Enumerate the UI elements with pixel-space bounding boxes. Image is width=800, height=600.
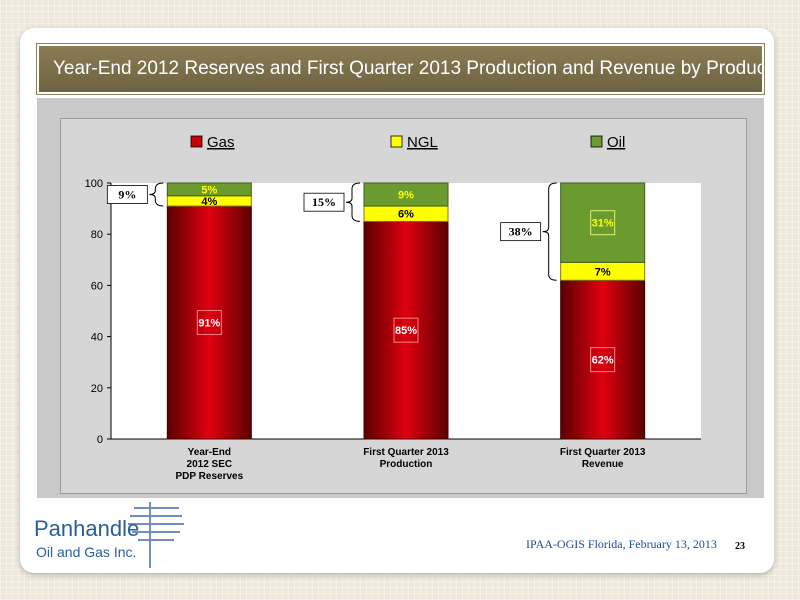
- legend-swatch-ngl: [390, 135, 403, 148]
- company-logo: Panhandle Oil and Gas Inc.: [34, 500, 234, 572]
- value-label-gas-3: 62%: [592, 355, 614, 367]
- value-label-ngl-3: 7%: [595, 266, 611, 278]
- bar-oil-3: [560, 182, 646, 263]
- bar-gas-3: [560, 279, 646, 440]
- y-tick-label: 60: [91, 280, 103, 292]
- legend-swatch-oil: [590, 135, 603, 148]
- brace-label: 38%: [509, 225, 533, 239]
- category-label: Production: [380, 459, 433, 470]
- brace-icon: [345, 182, 361, 222]
- category-label: First Quarter 2013: [560, 447, 646, 458]
- brace-label-box: [500, 222, 542, 242]
- y-tick-label: 0: [97, 434, 103, 446]
- bar-oil-1: [166, 182, 252, 197]
- value-label-gas-1: 91%: [198, 318, 220, 330]
- slide-title: Year-End 2012 Reserves and First Quarter…: [53, 58, 772, 79]
- footer-text: IPAA-OGIS Florida, February 13, 2013: [526, 537, 717, 551]
- category-label: 2012 SEC: [187, 459, 233, 470]
- value-label-oil-1: 5%: [201, 184, 217, 196]
- value-label-oil-2: 9%: [398, 190, 414, 202]
- category-label: Year-End: [188, 447, 231, 458]
- category-label: PDP Reserves: [176, 471, 244, 482]
- y-tick-label: 100: [85, 178, 103, 190]
- legend-label-ngl: NGL: [407, 134, 438, 151]
- value-label-oil-3: 31%: [592, 218, 614, 230]
- legend-swatch-gas: [190, 135, 203, 148]
- brace-icon: [542, 182, 557, 281]
- chart-area: 0 20 40 60 80 100 91% 4% 5% Year-End 2012 SEC PDP R…: [60, 118, 747, 494]
- bar-gas-1: [166, 205, 252, 440]
- value-label-gas-2: 85%: [395, 325, 417, 337]
- y-tick-label: 80: [91, 229, 103, 241]
- title-bar: Year-End 2012 Reserves and First Quarter…: [36, 43, 772, 95]
- logo-subtitle: Oil and Gas Inc.: [36, 544, 137, 560]
- y-tick-label: 40: [91, 332, 103, 344]
- legend-label-oil: Oil: [607, 134, 625, 151]
- logo-flag-icon: [128, 502, 184, 568]
- brace-label: 9%: [118, 188, 136, 202]
- category-label: First Quarter 2013: [363, 447, 449, 458]
- bar-oil-2: [363, 182, 449, 207]
- brace-label-box: [303, 192, 345, 212]
- value-label-ngl-1: 4%: [201, 196, 217, 208]
- y-tick-label: 20: [91, 383, 103, 395]
- value-label-box: [590, 210, 616, 236]
- brace-label-box: [106, 185, 148, 204]
- bar-gas-2: [363, 220, 449, 440]
- logo-name: Panhandle: [34, 516, 140, 541]
- brace-label: 15%: [312, 195, 336, 209]
- value-label-box: [590, 347, 616, 373]
- category-label: Revenue: [582, 459, 624, 470]
- page-number: 23: [735, 541, 745, 552]
- value-label-ngl-2: 6%: [398, 209, 414, 221]
- legend-label-gas: Gas: [207, 134, 235, 151]
- value-label-box: [196, 310, 222, 336]
- value-label-box: [393, 317, 419, 343]
